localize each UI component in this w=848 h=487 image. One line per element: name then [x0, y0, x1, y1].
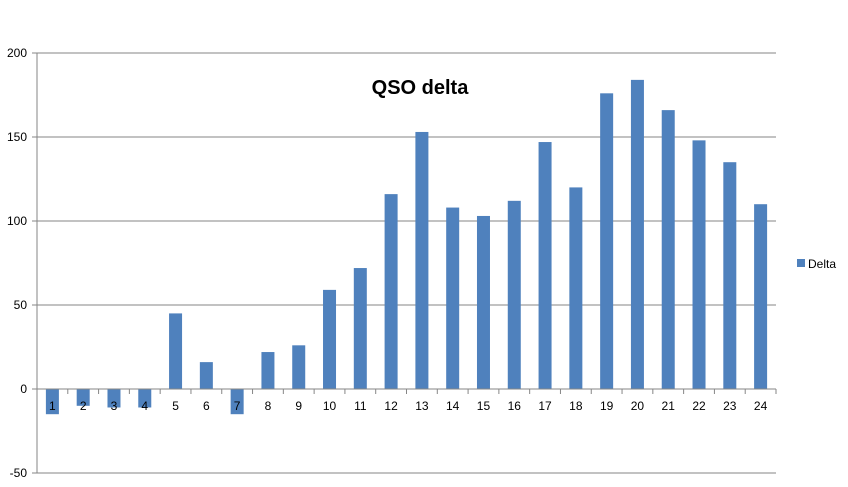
x-tick-label: 5 — [172, 399, 179, 413]
x-tick-label: 8 — [265, 399, 272, 413]
bar-12 — [384, 194, 398, 389]
legend: Delta — [797, 257, 836, 271]
bar-16 — [507, 200, 521, 389]
chart-title: QSO delta — [372, 77, 470, 99]
x-tick-label: 17 — [538, 399, 552, 413]
x-tick-label: 19 — [600, 399, 614, 413]
bar-5 — [169, 313, 183, 389]
y-tick-label: 200 — [7, 46, 27, 60]
x-tick-label: 21 — [662, 399, 676, 413]
x-tick-label: 2 — [80, 399, 87, 413]
bar-14 — [446, 207, 460, 389]
bar-7 — [230, 389, 244, 415]
y-tick-label: -50 — [10, 466, 28, 480]
x-tick-label: 20 — [631, 399, 645, 413]
x-tick-label: 16 — [508, 399, 522, 413]
y-tick-label: 100 — [7, 214, 27, 228]
x-tick-label: 1 — [49, 399, 56, 413]
x-tick-label: 3 — [111, 399, 118, 413]
bar-17 — [538, 142, 552, 389]
y-tick-label: 0 — [20, 382, 27, 396]
bar-15 — [476, 215, 490, 389]
y-tick-label: 150 — [7, 130, 27, 144]
bar-13 — [415, 131, 429, 389]
x-tick-label: 10 — [323, 399, 337, 413]
bar-21 — [661, 110, 675, 390]
bars — [45, 79, 768, 415]
legend-label: Delta — [808, 257, 836, 271]
x-tick-label: 24 — [754, 399, 768, 413]
x-axis-ticks — [36, 389, 777, 394]
bar-22 — [692, 140, 706, 389]
bar-18 — [569, 187, 583, 389]
bar-23 — [723, 162, 737, 389]
bar-20 — [630, 79, 644, 389]
x-tick-label: 15 — [477, 399, 491, 413]
bar-11 — [353, 268, 367, 389]
x-tick-label: 7 — [234, 399, 241, 413]
x-axis-labels: 1 2 3 4 5 6 7 8 9 10 11 12 13 14 15 16 17 18 19 20 21 22 23 24 — [49, 399, 768, 413]
bar-19 — [600, 93, 614, 389]
x-tick-label: 14 — [446, 399, 460, 413]
bar-1 — [45, 389, 59, 415]
x-tick-label: 18 — [569, 399, 583, 413]
x-tick-label: 22 — [692, 399, 706, 413]
bar-24 — [754, 204, 768, 389]
y-axis-ticks: -50 0 50 100 150 200 — [7, 46, 37, 480]
bar-2 — [76, 389, 90, 406]
bar-9 — [292, 345, 306, 389]
x-tick-label: 11 — [354, 399, 367, 413]
bar-4 — [138, 389, 152, 408]
x-tick-label: 23 — [723, 399, 737, 413]
legend-swatch — [797, 259, 805, 267]
x-tick-label: 13 — [415, 399, 429, 413]
bar-3 — [107, 389, 121, 408]
bar-8 — [261, 352, 275, 389]
x-tick-label: 4 — [141, 399, 148, 413]
y-tick-label: 50 — [14, 298, 28, 312]
x-tick-label: 12 — [384, 399, 398, 413]
x-tick-label: 9 — [295, 399, 302, 413]
x-tick-label: 6 — [203, 399, 210, 413]
bar-10 — [323, 289, 337, 389]
bar-6 — [199, 362, 213, 389]
